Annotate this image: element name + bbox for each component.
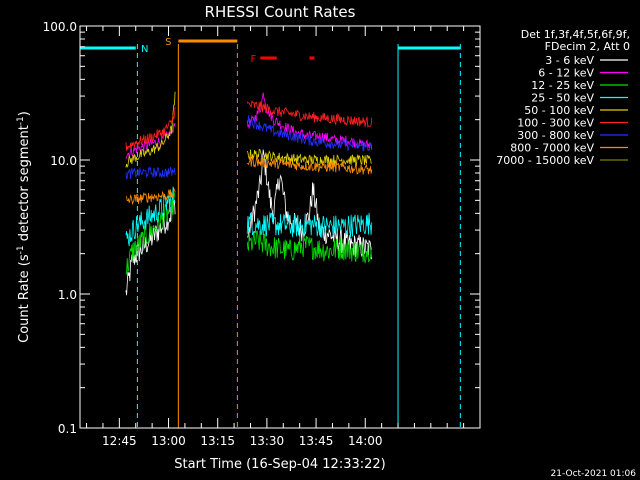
x-tick-label: 12:45 bbox=[102, 434, 137, 448]
legend: Det 1f,3f,4f,5f,6f,9f, FDecim 2, Att 0 3… bbox=[496, 28, 630, 167]
x-tick-label: 13:30 bbox=[250, 434, 285, 448]
flag-label-F: F bbox=[250, 54, 256, 65]
legend-entry-label: 50 - 100 keV bbox=[524, 104, 594, 117]
series-line-300-800-keV bbox=[246, 115, 373, 152]
x-axis-ticks: 12:45 13:00 13:15 13:30 13:45 14:00 bbox=[86, 26, 465, 448]
legend-entry-label: 7000 - 15000 keV bbox=[496, 154, 594, 167]
legend-entry-label: 300 - 800 keV bbox=[517, 129, 594, 142]
plot-frame bbox=[79, 25, 481, 429]
series-line-100-300-keV bbox=[246, 100, 373, 128]
vertical-lines bbox=[79, 44, 461, 428]
legend-entry-label: 800 - 7000 keV bbox=[510, 142, 594, 155]
y-tick-label: 10.0 bbox=[50, 154, 77, 168]
series-line-6-12-keV bbox=[246, 92, 373, 150]
x-tick-label: 13:00 bbox=[151, 434, 186, 448]
series-line-25-50-keV bbox=[125, 186, 176, 247]
series-line-800-7000-keV bbox=[125, 187, 176, 206]
legend-header-2: FDecim 2, Att 0 bbox=[545, 40, 630, 53]
legend-entry-label: 12 - 25 keV bbox=[531, 79, 594, 92]
legend-entry-label: 6 - 12 keV bbox=[538, 67, 594, 80]
x-tick-label: 14:00 bbox=[348, 434, 383, 448]
y-tick-label: 0.1 bbox=[58, 422, 77, 436]
date-stamp: 21-Oct-2021 01:06 bbox=[551, 469, 637, 479]
series-line-12-25-keV bbox=[246, 230, 373, 265]
series-line-100-300-keV bbox=[125, 106, 176, 151]
flag-bars: N S F bbox=[80, 37, 461, 65]
series-line-12-25-keV bbox=[125, 191, 176, 275]
flag-label-S: S bbox=[165, 37, 171, 48]
legend-entry-label: 100 - 300 keV bbox=[517, 117, 594, 130]
y-tick-label: 1.0 bbox=[58, 288, 77, 302]
chart-title: RHESSI Count Rates bbox=[205, 3, 356, 21]
series-group bbox=[125, 91, 373, 296]
x-tick-label: 13:45 bbox=[299, 434, 334, 448]
y-axis-label: Count Rate (s-1 detector segment-1) bbox=[16, 111, 32, 343]
flag-label-N: N bbox=[141, 44, 148, 55]
x-axis-label: Start Time (16-Sep-04 12:33:22) bbox=[174, 457, 385, 472]
series-line-25-50-keV bbox=[246, 212, 373, 238]
legend-entry-label: 3 - 6 keV bbox=[545, 54, 594, 67]
series-line-300-800-keV bbox=[125, 166, 176, 180]
series-line-800-7000-keV bbox=[247, 155, 373, 175]
series-line-3-6-keV bbox=[247, 149, 373, 260]
y-tick-label: 100.0 bbox=[43, 20, 77, 34]
legend-header-1: Det 1f,3f,4f,5f,6f,9f, bbox=[521, 28, 630, 41]
series-line-50-100-keV bbox=[246, 149, 372, 167]
y-axis-ticks: 0.1 1.0 10.0 100.0 bbox=[43, 20, 480, 436]
legend-entry-label: 25 - 50 keV bbox=[531, 92, 594, 105]
series-line-50-100-keV bbox=[125, 91, 176, 168]
x-tick-label: 13:15 bbox=[200, 434, 235, 448]
